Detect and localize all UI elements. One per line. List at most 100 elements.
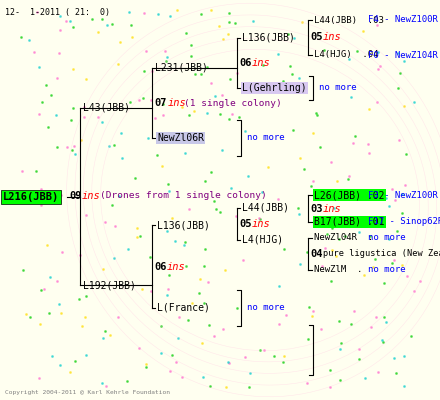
Point [192, 71, 199, 78]
Point [37, 202, 44, 208]
Point [151, 114, 158, 121]
Point [399, 262, 406, 268]
Text: no more: no more [247, 134, 285, 142]
Point [321, 46, 328, 53]
Point [374, 369, 381, 375]
Point [228, 111, 235, 118]
Point [383, 195, 390, 201]
Point [225, 116, 232, 122]
Point [40, 192, 47, 198]
Point [401, 353, 408, 359]
Point [202, 246, 209, 252]
Point [207, 7, 214, 14]
Point [163, 292, 170, 298]
Point [242, 127, 249, 134]
Text: L43(JBB): L43(JBB) [83, 103, 130, 113]
Point [207, 169, 214, 176]
Point [66, 368, 73, 375]
Text: L4(HJG): L4(HJG) [242, 235, 283, 245]
Point [110, 142, 117, 148]
Point [37, 186, 44, 192]
Point [205, 322, 213, 328]
Point [224, 31, 231, 37]
Point [124, 377, 131, 384]
Point [70, 142, 77, 149]
Point [333, 252, 340, 259]
Point [44, 124, 51, 130]
Point [66, 18, 73, 25]
Point [280, 246, 287, 252]
Point [114, 314, 121, 320]
Point [82, 212, 89, 218]
Point [353, 48, 360, 54]
Point [70, 105, 77, 112]
Text: ins: ins [252, 58, 271, 68]
Text: ins: ins [252, 219, 271, 229]
Point [295, 211, 302, 217]
Point [346, 173, 353, 179]
Point [148, 288, 155, 295]
Point [389, 186, 396, 192]
Point [226, 360, 233, 366]
Point [245, 173, 252, 179]
Point [69, 66, 76, 72]
Point [219, 92, 226, 98]
Point [57, 13, 64, 19]
Point [154, 152, 161, 158]
Point [392, 370, 399, 376]
Text: L(France): L(France) [157, 303, 210, 313]
Point [275, 282, 282, 289]
Point [145, 135, 152, 142]
Point [169, 215, 176, 222]
Point [411, 288, 418, 295]
Point [165, 181, 172, 188]
Point [185, 112, 192, 118]
Point [356, 356, 363, 362]
Text: 12-  1-2011 ( 21:  0): 12- 1-2011 ( 21: 0) [5, 8, 110, 17]
Point [416, 278, 423, 284]
Point [396, 137, 403, 143]
Point [212, 93, 219, 99]
Point [308, 182, 315, 189]
Point [203, 110, 210, 117]
Point [19, 168, 26, 174]
Point [75, 296, 82, 302]
Text: L26(JBB) .02: L26(JBB) .02 [314, 190, 385, 200]
Point [326, 384, 334, 390]
Point [71, 357, 78, 364]
Point [181, 242, 188, 248]
Text: 05: 05 [310, 32, 323, 42]
Point [318, 263, 325, 269]
Point [182, 150, 189, 156]
Point [380, 280, 387, 286]
Text: 03: 03 [310, 204, 323, 214]
Point [233, 305, 240, 312]
Point [137, 233, 144, 240]
Point [76, 252, 83, 258]
Point [394, 50, 401, 56]
Point [103, 22, 110, 28]
Point [361, 375, 368, 382]
Point [202, 178, 209, 185]
Point [182, 238, 189, 245]
Point [99, 335, 106, 342]
Point [365, 106, 372, 112]
Point [59, 249, 66, 256]
Point [304, 336, 311, 342]
Point [297, 261, 304, 267]
Text: F17 - Sinop62R: F17 - Sinop62R [368, 218, 440, 226]
Text: NewZlM  .: NewZlM . [314, 266, 363, 274]
Text: no more: no more [247, 304, 285, 312]
Point [408, 332, 415, 339]
Point [401, 383, 408, 389]
Point [334, 178, 341, 184]
Text: ins: ins [82, 191, 101, 201]
Text: no more: no more [368, 266, 406, 274]
Point [54, 75, 61, 81]
Point [197, 71, 204, 77]
Point [411, 99, 418, 105]
Point [396, 69, 403, 76]
Point [52, 112, 59, 118]
Point [36, 64, 43, 70]
Point [401, 182, 408, 188]
